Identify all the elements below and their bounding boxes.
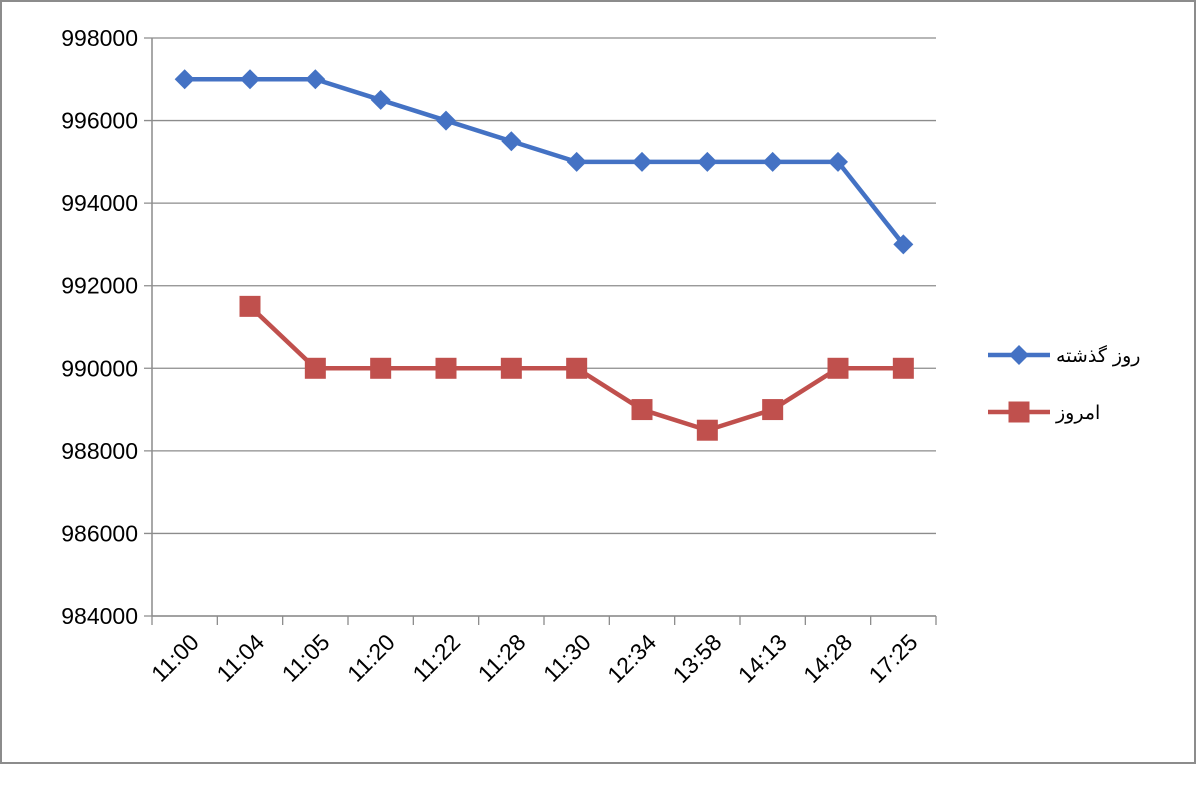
legend-label: روز گذشته — [1056, 344, 1140, 367]
data-point — [828, 151, 848, 172]
data-point — [892, 357, 914, 379]
y-tick-label: 996000 — [61, 108, 138, 134]
data-point — [697, 151, 718, 172]
x-tick-label: 11:05 — [277, 629, 335, 687]
data-point — [240, 69, 260, 90]
y-tick-label: 994000 — [61, 190, 138, 216]
legend-swatch-marker — [1009, 345, 1029, 365]
data-point — [566, 357, 588, 379]
series-2 — [239, 295, 914, 441]
y-tick-label: 986000 — [61, 520, 138, 546]
data-point — [500, 357, 522, 379]
data-point — [304, 357, 326, 379]
data-point — [632, 151, 652, 172]
axes — [151, 38, 937, 625]
data-point — [435, 357, 457, 379]
data-point — [762, 151, 783, 172]
data-point — [893, 234, 914, 255]
x-tick-label: 14:13 — [733, 629, 792, 688]
legend-entry: روز گذشته — [988, 344, 1140, 367]
y-tick-label: 992000 — [61, 273, 138, 299]
series-1 — [174, 69, 914, 255]
data-point — [436, 110, 456, 131]
series-lines — [174, 69, 914, 441]
x-tick-label: 11:30 — [538, 629, 596, 687]
x-axis-tick-labels: 11:00 11:04 11:05 11:20 11:22 11:28 11:30 12:34… — [146, 629, 923, 688]
legend-swatch-marker — [1008, 401, 1030, 423]
x-tick-label: 11:04 — [211, 629, 269, 687]
y-tick-label: 990000 — [61, 355, 138, 381]
y-tick-label: 984000 — [61, 603, 138, 629]
x-tick-label: 11:00 — [146, 629, 204, 687]
x-tick-label: 12:34 — [602, 629, 661, 688]
data-point — [501, 131, 522, 152]
x-tick-label: 13:58 — [667, 629, 726, 688]
x-tick-label: 17:25 — [863, 629, 922, 688]
data-point — [566, 151, 587, 172]
x-tick-label: 11:28 — [473, 629, 531, 687]
y-tick-label: 988000 — [61, 438, 138, 464]
x-tick-label: 11:20 — [342, 629, 400, 687]
data-point — [305, 69, 326, 90]
data-point — [370, 89, 391, 110]
data-point — [827, 357, 849, 379]
data-point — [762, 399, 784, 421]
data-point — [370, 357, 392, 379]
data-point — [631, 399, 653, 421]
data-point — [239, 295, 261, 317]
gridlines — [144, 37, 936, 617]
y-tick-label: 998000 — [61, 25, 138, 51]
x-tick-label: 14:28 — [798, 629, 857, 688]
legend-label: امروز — [1055, 402, 1100, 424]
data-point — [696, 419, 718, 441]
series-line — [184, 77, 906, 246]
y-axis-tick-labels: 984000 986000 988000 990000 992000 994000 9960… — [61, 25, 138, 629]
data-point — [174, 69, 195, 90]
x-tick-label: 11:22 — [407, 629, 465, 687]
legend: روز گذشته امروز — [988, 344, 1140, 424]
legend-entry: امروز — [988, 401, 1100, 424]
